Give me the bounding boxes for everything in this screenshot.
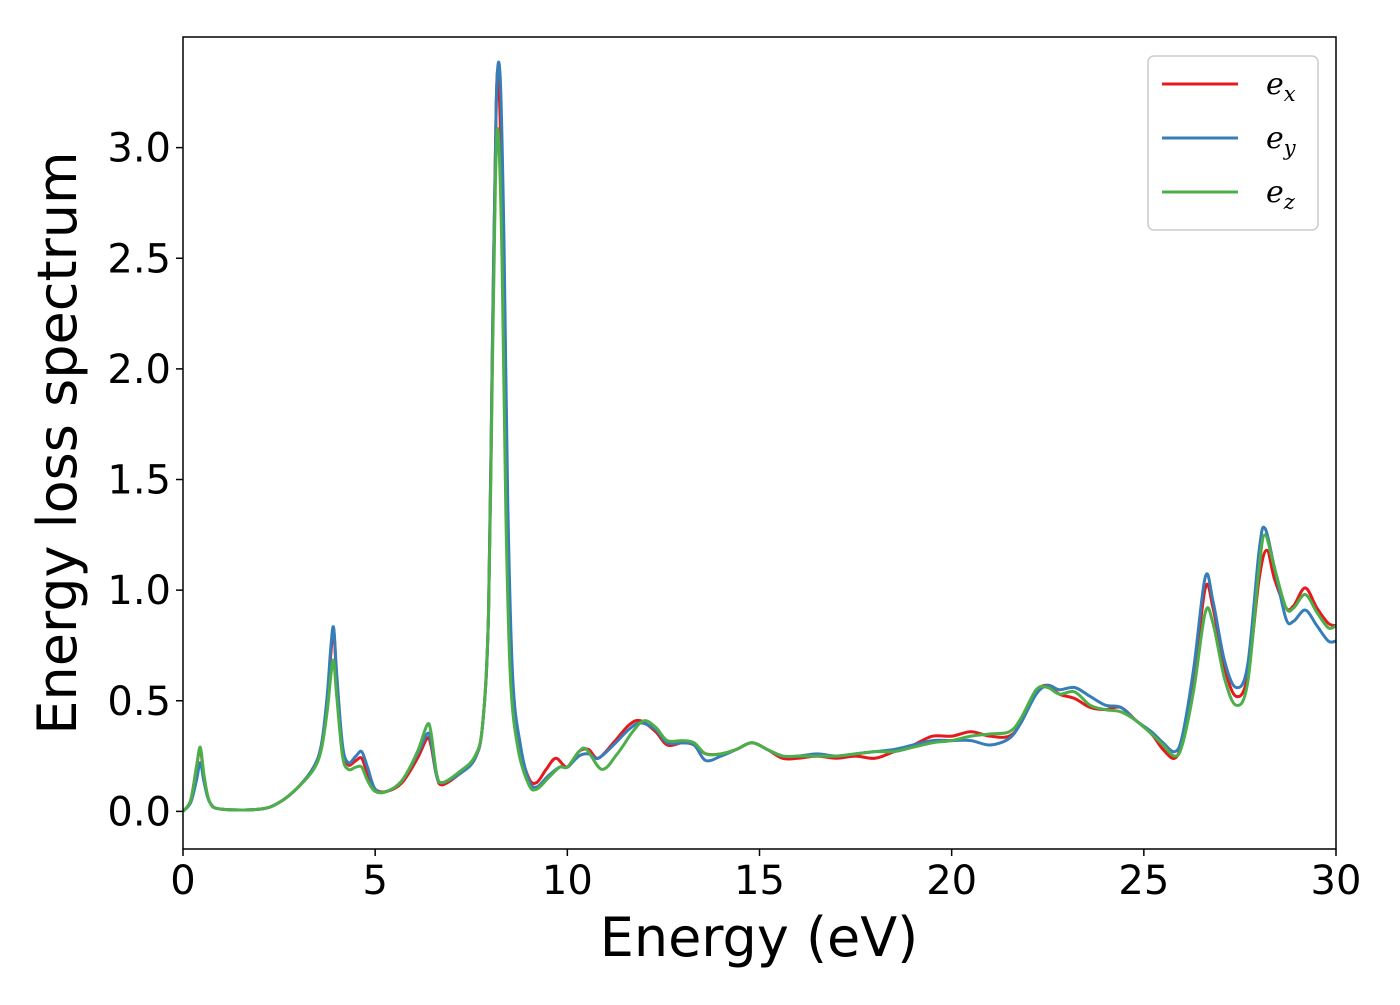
x-tick-label: 0 — [170, 858, 195, 904]
legend-box — [1147, 55, 1319, 231]
x-tick-label: 10 — [542, 858, 593, 904]
series-line-y — [183, 60, 1336, 813]
x-tick-label: 5 — [362, 858, 387, 904]
legend-subscript: z — [1283, 190, 1296, 214]
x-axis-title: Energy (eV) — [600, 906, 919, 969]
x-tick-label: 15 — [734, 858, 785, 904]
series-line-z — [183, 127, 1336, 813]
x-tick-label: 30 — [1311, 858, 1362, 904]
series-line-x — [183, 68, 1336, 813]
y-tick-label: 3.0 — [107, 126, 171, 172]
y-axis-title: Energy loss spectrum — [26, 151, 89, 734]
x-tick-label: 25 — [1118, 858, 1169, 904]
y-axis: 0.0 0.5 1.0 1.5 2.0 2.5 3.0 — [107, 126, 183, 835]
y-tick-label: 0.5 — [107, 679, 171, 725]
y-tick-label: 0.0 — [107, 789, 171, 835]
series-layer — [183, 60, 1336, 813]
x-axis: 0 5 10 15 20 25 30 — [170, 849, 1361, 904]
y-tick-label: 1.0 — [107, 568, 171, 614]
y-tick-label: 2.0 — [107, 347, 171, 393]
legend-subscript: x — [1284, 82, 1296, 106]
legend-subscript: y — [1283, 136, 1297, 160]
plot-area — [183, 37, 1336, 849]
y-tick-label: 1.5 — [107, 458, 171, 504]
x-tick-label: 20 — [926, 858, 977, 904]
y-tick-label: 2.5 — [107, 236, 171, 282]
